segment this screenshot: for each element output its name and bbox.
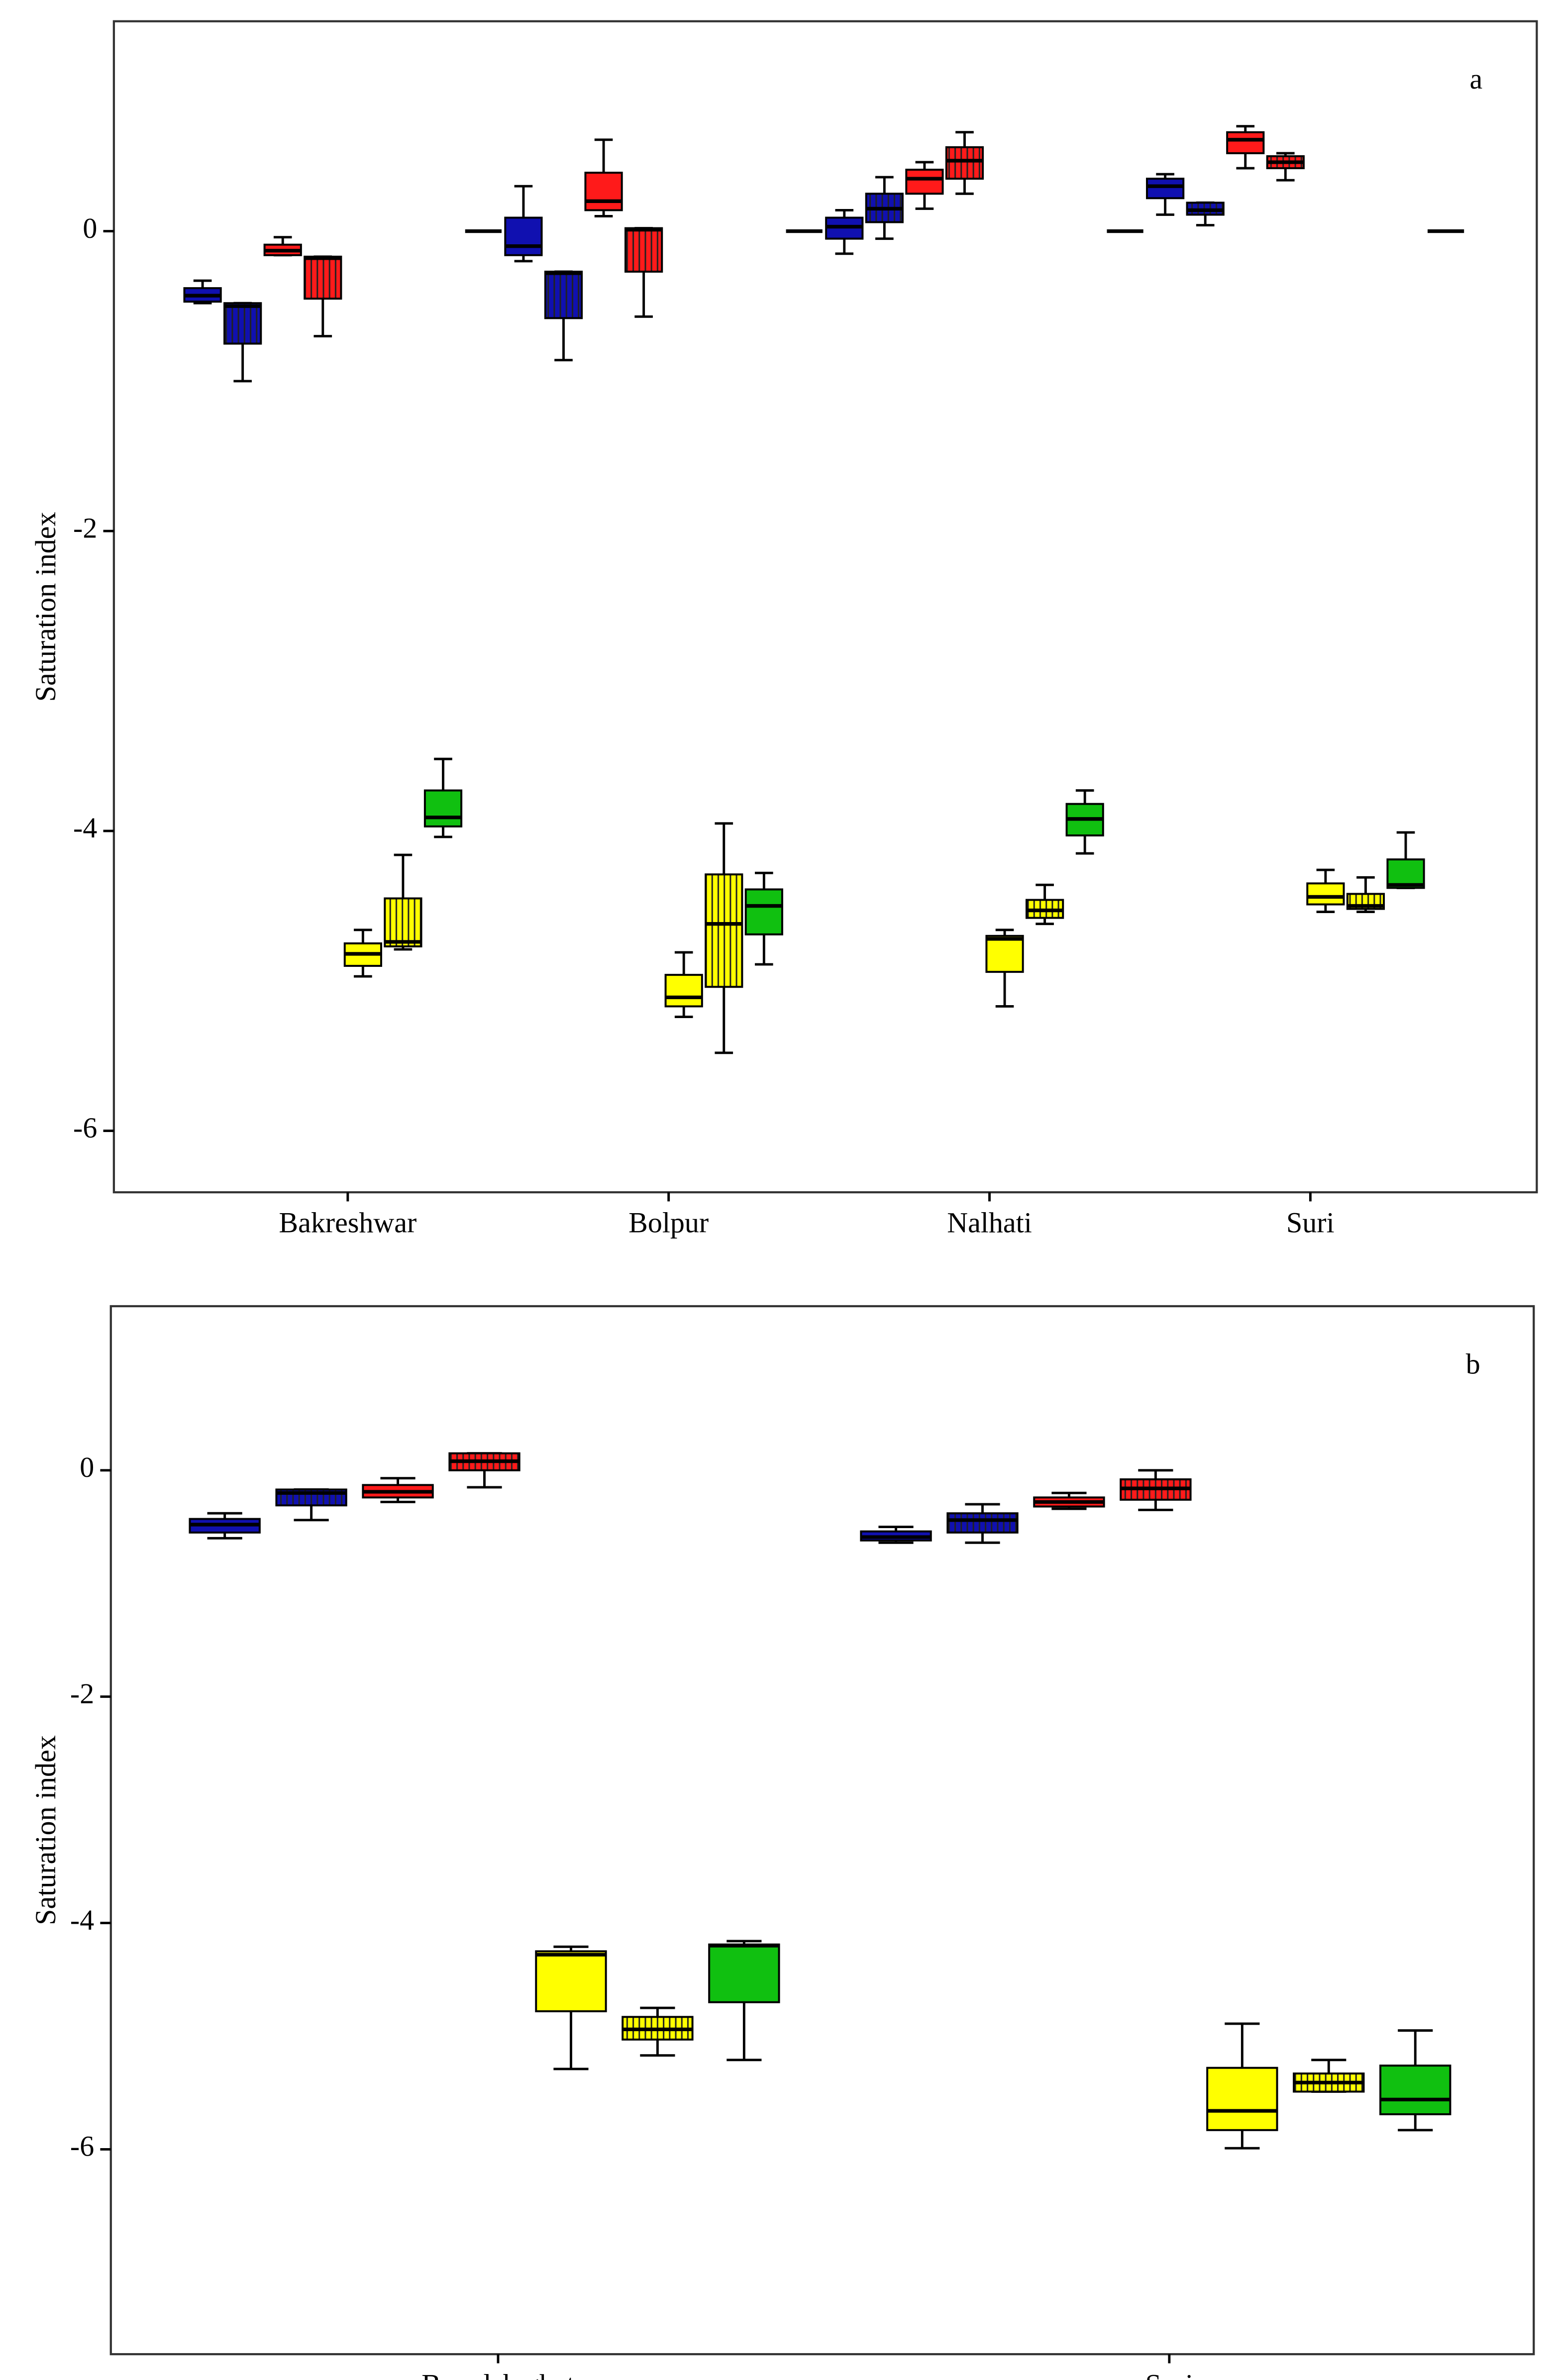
y-tick-label: -4 — [73, 812, 97, 844]
box — [1306, 882, 1345, 906]
y-axis-title: Saturation index — [29, 512, 62, 702]
y-tick-label: 0 — [80, 1451, 94, 1483]
box — [304, 255, 342, 300]
box — [708, 1943, 780, 2003]
x-tick-label: Bamdeb ghat — [421, 2369, 574, 2380]
box — [985, 934, 1024, 973]
plot-frame — [109, 1305, 1535, 2356]
box — [624, 227, 663, 273]
panel-label: b — [1466, 1347, 1480, 1380]
box — [946, 1512, 1019, 1534]
box — [945, 146, 984, 180]
y-tick-label: 0 — [83, 212, 97, 244]
box — [384, 897, 422, 947]
box — [664, 974, 703, 1008]
x-tick-label: Bolpur — [628, 1207, 709, 1239]
box — [905, 169, 944, 195]
box — [584, 172, 623, 211]
box — [1379, 2065, 1451, 2115]
x-tick-label: Suri — [1286, 1207, 1335, 1239]
y-tick-label: -2 — [70, 1677, 94, 1710]
box — [504, 216, 543, 256]
box — [1206, 2067, 1278, 2131]
box — [423, 789, 463, 828]
box — [1226, 131, 1265, 154]
box — [1146, 178, 1185, 200]
y-axis-title: Saturation index — [29, 1735, 62, 1925]
panel-label: a — [1469, 63, 1482, 95]
x-tick-label: Suri — [1145, 2369, 1194, 2380]
box — [535, 1950, 607, 2012]
x-tick-label: Bakreshwar — [279, 1207, 416, 1239]
y-tick-label: -6 — [73, 1112, 97, 1144]
plot-frame — [112, 20, 1538, 1194]
y-tick-label: -2 — [73, 512, 97, 544]
box — [705, 873, 743, 988]
y-tick-label: -4 — [70, 1904, 94, 1936]
x-tick-label: Nalhati — [947, 1207, 1032, 1239]
box — [223, 302, 262, 345]
box — [744, 888, 783, 935]
box — [544, 270, 583, 319]
y-tick-label: -6 — [70, 2130, 94, 2163]
